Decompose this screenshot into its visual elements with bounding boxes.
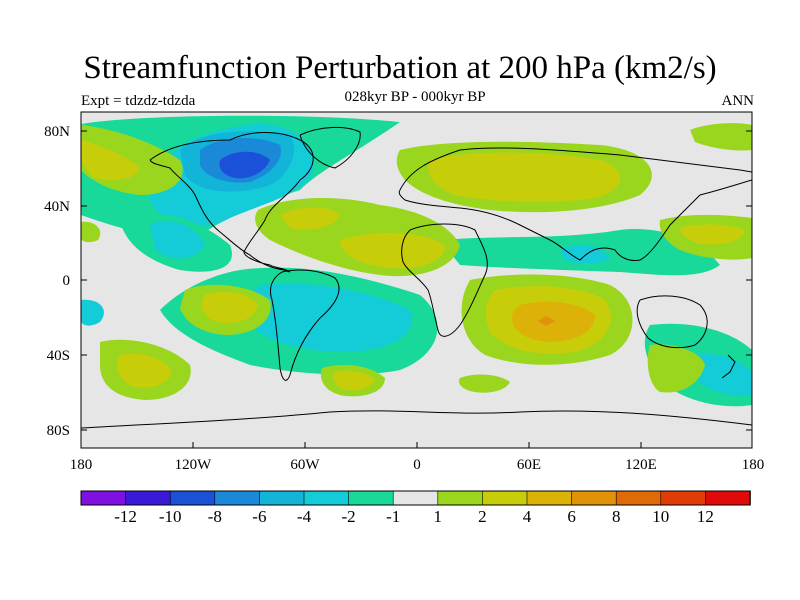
colorbar-tick-label: 1 (433, 507, 443, 526)
colorbar-tick-label: 6 (567, 507, 576, 526)
colorbar-swatch (660, 490, 707, 506)
x-tick-label: 180 (69, 457, 93, 473)
colorbar-tick-label: 4 (522, 507, 532, 526)
colorbar-swatch (214, 490, 261, 506)
season-label: ANN (721, 93, 755, 109)
north-america-coast (149, 132, 314, 273)
experiment-label: Expt = tdzdz-tdzda (81, 93, 196, 109)
x-tick-label: 180 (741, 457, 765, 473)
positive-contours (81, 123, 752, 400)
y-tick-label: 40S (46, 348, 70, 364)
x-tick-label: 120W (174, 457, 212, 473)
colorbar-swatch (615, 490, 662, 506)
colorbar-tick-label: -10 (158, 507, 182, 526)
colorbar-tick-label: 2 (478, 507, 487, 526)
colorbar-swatch (303, 490, 350, 506)
south-america-coast (269, 269, 340, 381)
colorbar-swatch (125, 490, 171, 506)
antarctica-coast (81, 410, 752, 429)
y-tick-label: 0 (62, 273, 71, 289)
negative-contours (81, 115, 752, 407)
y-tick-label: 80S (46, 423, 70, 439)
colorbar-tick-label: -8 (207, 507, 222, 526)
new-zealand-coast (721, 354, 736, 379)
colorbar-swatch (571, 490, 617, 506)
australia-coast (636, 295, 708, 349)
colorbar-swatch (482, 490, 528, 506)
africa-coast (401, 223, 488, 337)
colorbar-swatch (526, 490, 573, 506)
colorbar-tick-label: -1 (386, 507, 401, 526)
colorbar-tick-label: -12 (114, 507, 137, 526)
y-tick-label: 80N (44, 124, 70, 140)
plot-title: Streamfunction Perturbation at 200 hPa (… (83, 50, 717, 86)
colorbar-swatch (348, 490, 395, 506)
x-tick-label: 120E (625, 457, 657, 473)
plot-subtitle: 028kyr BP - 000kyr BP (344, 89, 486, 105)
colorbar-swatch (705, 490, 751, 506)
colorbar-swatch (259, 490, 305, 506)
x-tick-label: 60W (290, 457, 320, 473)
y-tick-label: 40N (44, 199, 70, 215)
colorbar-tick-label: 8 (611, 507, 621, 526)
x-tick-label: 0 (413, 457, 421, 473)
colorbar-tick-label: -2 (341, 507, 356, 526)
colorbar-swatch (437, 490, 484, 506)
colorbar-tick-label: 10 (652, 507, 670, 526)
colorbar (80, 490, 751, 506)
colorbar-tick-label: -4 (296, 507, 312, 526)
eurasia-coast (398, 147, 752, 261)
coastlines (81, 127, 752, 429)
axis-ticks (81, 130, 752, 448)
x-tick-label: 60E (516, 457, 542, 473)
colorbar-swatch (169, 490, 216, 506)
greenland-coast (299, 127, 361, 169)
colorbar-tick-label: -6 (252, 507, 267, 526)
colorbar-frame (80, 490, 751, 506)
colorbar-tick-label: 12 (696, 507, 714, 526)
colorbar-swatch (392, 490, 439, 506)
colorbar-swatch (80, 490, 127, 506)
map-panel (81, 112, 752, 448)
